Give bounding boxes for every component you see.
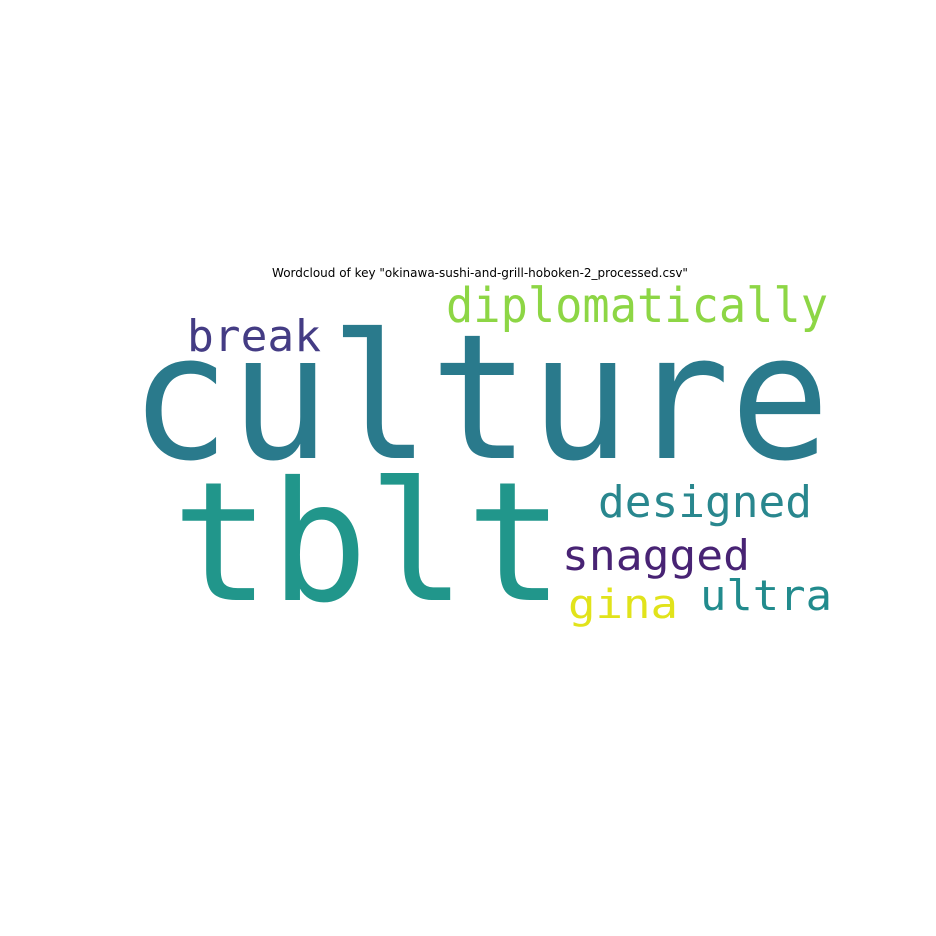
word-ultra: ultra xyxy=(700,571,832,620)
word-gina: gina xyxy=(568,582,678,628)
figure-title: Wordcloud of key "okinawa-sushi-and-gril… xyxy=(272,266,688,280)
word-tblt: tblt xyxy=(172,447,564,640)
word-designed: designed xyxy=(598,477,812,528)
word-snagged: snagged xyxy=(562,531,750,580)
word-diplomatically: diplomatically xyxy=(446,278,828,334)
word-culture: culture xyxy=(130,297,830,500)
word-break: break xyxy=(187,311,321,362)
